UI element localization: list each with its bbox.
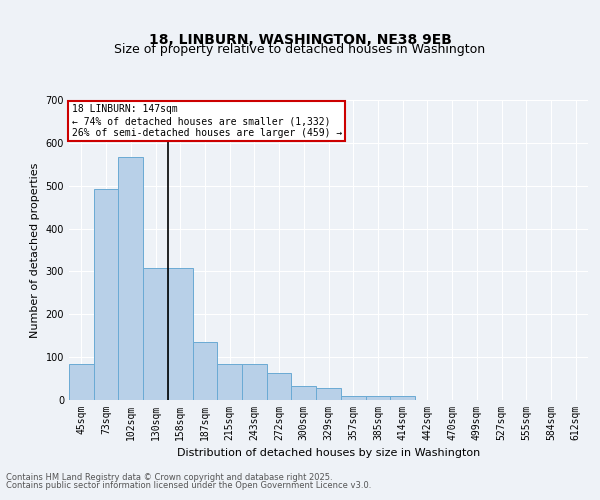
Y-axis label: Number of detached properties: Number of detached properties <box>30 162 40 338</box>
Text: Contains HM Land Registry data © Crown copyright and database right 2025.: Contains HM Land Registry data © Crown c… <box>6 472 332 482</box>
Bar <box>193 342 217 400</box>
Bar <box>143 268 168 400</box>
Bar <box>267 373 292 400</box>
Text: 18, LINBURN, WASHINGTON, NE38 9EB: 18, LINBURN, WASHINGTON, NE38 9EB <box>149 32 451 46</box>
Bar <box>217 364 242 400</box>
Bar <box>69 364 94 400</box>
X-axis label: Distribution of detached houses by size in Washington: Distribution of detached houses by size … <box>177 448 480 458</box>
Bar <box>341 396 365 400</box>
Bar <box>94 188 118 400</box>
Bar <box>242 364 267 400</box>
Bar <box>118 157 143 400</box>
Text: Contains public sector information licensed under the Open Government Licence v3: Contains public sector information licen… <box>6 481 371 490</box>
Bar <box>365 396 390 400</box>
Bar <box>316 388 341 400</box>
Bar <box>168 268 193 400</box>
Text: Size of property relative to detached houses in Washington: Size of property relative to detached ho… <box>115 42 485 56</box>
Bar <box>292 386 316 400</box>
Text: 18 LINBURN: 147sqm
← 74% of detached houses are smaller (1,332)
26% of semi-deta: 18 LINBURN: 147sqm ← 74% of detached hou… <box>71 104 342 138</box>
Bar <box>390 396 415 400</box>
